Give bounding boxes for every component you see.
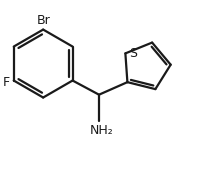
Text: NH₂: NH₂ [90,124,114,137]
Text: F: F [3,76,10,89]
Text: Br: Br [36,14,50,27]
Text: S: S [129,47,137,60]
